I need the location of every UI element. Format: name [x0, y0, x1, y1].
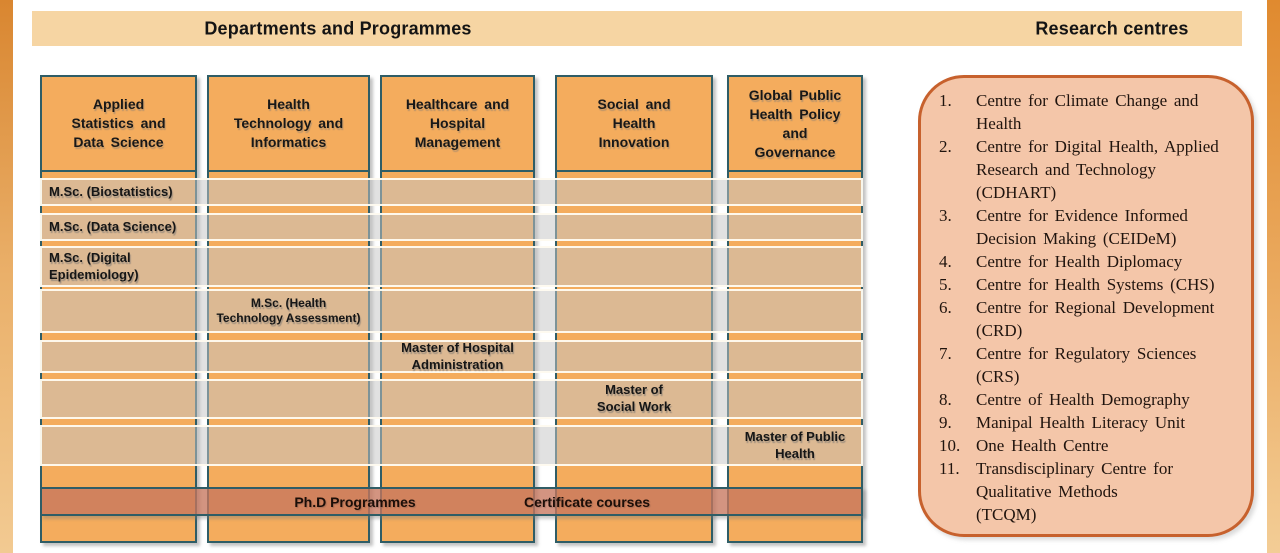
research-centre-item: 8. Centre of Health Demography — [939, 388, 1235, 411]
research-centre-name: Centre for Evidence Informed Decision Ma… — [976, 206, 1188, 248]
research-centre-item: 11. Transdisciplinary Centre for Qualita… — [939, 457, 1235, 526]
programme-row-data-science: M.Sc. (Data Science) — [40, 213, 863, 241]
programme-row-digital-epidemiology: M.Sc. (Digital Epidemiology) — [40, 246, 863, 287]
programme-label-digital-epidemiology: M.Sc. (Digital Epidemiology) — [49, 249, 139, 282]
research-centre-name: Centre for Digital Health, Applied Resea… — [976, 137, 1219, 202]
department-header-applied-statistics: Applied Statistics and Data Science — [42, 77, 195, 172]
research-centre-number: 8. — [939, 390, 952, 409]
research-centre-item: 3. Centre for Evidence Informed Decision… — [939, 204, 1235, 250]
research-centre-name: Transdisciplinary Centre for Qualitative… — [976, 459, 1174, 524]
research-centre-name: Centre for Regulatory Sciences (CRS) — [976, 344, 1197, 386]
department-header-healthcare-management: Healthcare and Hospital Management — [382, 77, 533, 172]
certificate-courses-label: Certificate courses — [523, 493, 651, 510]
research-centre-number: 6. — [939, 298, 952, 317]
research-centre-number: 7. — [939, 344, 952, 363]
research-banner-title: Research centres — [1035, 18, 1189, 38]
research-centre-item: 10. One Health Centre — [939, 434, 1235, 457]
research-centre-number: 1. — [939, 91, 952, 110]
research-centre-name: Manipal Health Literacy Unit — [976, 413, 1186, 432]
programme-row-health-technology-assessment: M.Sc. (Health Technology Assessment) — [40, 289, 863, 333]
research-centre-number: 4. — [939, 252, 952, 271]
research-centre-item: 6. Centre for Regional Development (CRD) — [939, 296, 1235, 342]
research-centre-item: 9. Manipal Health Literacy Unit — [939, 411, 1235, 434]
right-edge-gradient-strip — [1267, 0, 1280, 553]
research-centre-number: 9. — [939, 413, 952, 432]
phd-programmes-label: Ph.D Programmes — [294, 493, 416, 510]
research-centres-panel: 1. Centre for Climate Change and Health … — [918, 75, 1254, 537]
research-centre-name: Centre for Climate Change and Health — [976, 91, 1199, 133]
programme-label-hospital-administration: Master of Hospital Administration — [401, 339, 514, 372]
departments-programmes-table: Applied Statistics and Data Science Heal… — [40, 75, 863, 543]
research-centre-name: Centre for Regional Development (CRD) — [976, 298, 1215, 340]
programme-label-data-science: M.Sc. (Data Science) — [49, 218, 177, 234]
left-edge-gradient-strip — [0, 0, 13, 553]
departments-banner-title: Departments and Programmes — [204, 18, 472, 38]
department-header-health-technology: Health Technology and Informatics — [209, 77, 368, 172]
department-header-social-health-innovation: Social and Health Innovation — [557, 77, 711, 172]
department-header-global-public-health: Global Public Health Policy and Governan… — [729, 77, 861, 172]
research-centre-number: 5. — [939, 275, 952, 294]
research-centre-number: 3. — [939, 206, 952, 225]
top-banner: Departments and Programmes Research cent… — [32, 11, 1242, 46]
phd-certificate-bar: Ph.D Programmes Certificate courses — [40, 487, 863, 516]
research-centre-name: Centre for Health Systems (CHS) — [976, 275, 1215, 294]
research-centre-name: Centre for Health Diplomacy — [976, 252, 1183, 271]
research-centre-item: 5. Centre for Health Systems (CHS) — [939, 273, 1235, 296]
programme-row-biostatistics: M.Sc. (Biostatistics) — [40, 178, 863, 206]
programme-label-social-work: Master of Social Work — [596, 382, 672, 414]
research-centre-item: 2. Centre for Digital Health, Applied Re… — [939, 135, 1235, 204]
programme-row-hospital-administration: Master of Hospital Administration — [40, 340, 863, 373]
research-centre-item: 1. Centre for Climate Change and Health — [939, 89, 1235, 135]
programme-label-public-health: Master of Public Health — [744, 428, 846, 461]
research-centre-item: 7. Centre for Regulatory Sciences (CRS) — [939, 342, 1235, 388]
research-centre-number: 11. — [939, 459, 960, 478]
programme-label-health-technology-assessment: M.Sc. (Health Technology Assessment) — [216, 295, 361, 325]
programme-row-social-work: Master of Social Work — [40, 379, 863, 419]
programme-label-biostatistics: M.Sc. (Biostatistics) — [49, 183, 173, 199]
programme-row-public-health: Master of Public Health — [40, 425, 863, 466]
research-centre-number: 10. — [939, 436, 961, 455]
research-centre-item: 4. Centre for Health Diplomacy — [939, 250, 1235, 273]
research-centre-number: 2. — [939, 137, 952, 156]
research-centre-name: Centre of Health Demography — [976, 390, 1190, 409]
research-centre-name: One Health Centre — [976, 436, 1109, 455]
